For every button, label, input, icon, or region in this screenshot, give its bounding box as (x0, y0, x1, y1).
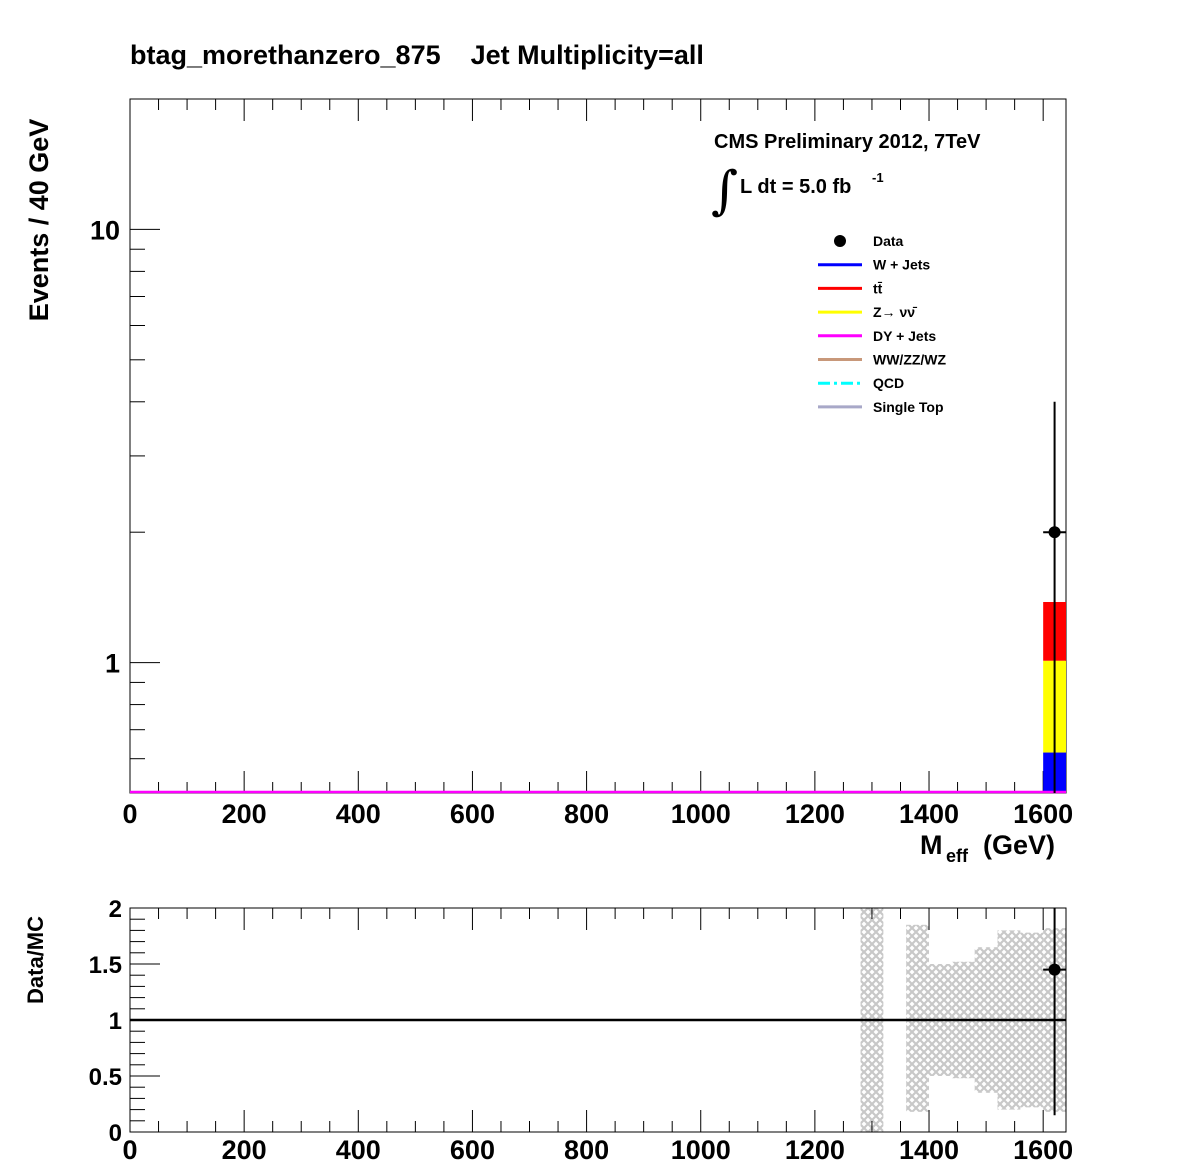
legend-entry: QCD (818, 375, 904, 391)
ratio-x-tick-label: 1400 (899, 1135, 959, 1165)
ratio-x-tick-label: 800 (564, 1135, 609, 1165)
ratio-y-tick-label: 1.5 (89, 952, 122, 979)
x-tick-label: 1400 (899, 799, 959, 829)
ratio-y-tick-label: 2 (109, 896, 122, 923)
x-axis-label-main: M (920, 830, 943, 860)
integral-symbol: ∫ (711, 161, 738, 221)
main-frame (129, 98, 1067, 794)
legend-label: Data (873, 233, 904, 249)
legend-marker (834, 235, 846, 247)
x-axis-label: M eff (GeV) (920, 830, 1055, 866)
ratio-y-tick-label: 1 (109, 1008, 122, 1035)
x-tick-label: 1200 (785, 799, 845, 829)
ratio-x-tick-label: 600 (450, 1135, 495, 1165)
legend-label: WW/ZZ/WZ (873, 352, 947, 368)
legend-entry: Data (834, 233, 904, 249)
ratio-y-tick-label: 0 (109, 1120, 122, 1147)
ratio-plot-panel: 0 200 400 600 800 1000 1200 1400 1600 0 0.5 1 1.5 2 (89, 896, 1074, 1165)
y-tick-label: 1 (105, 649, 120, 679)
legend-entry: DY + Jets (818, 328, 936, 344)
legend: Data W + Jets tt̄ Z→ νν̄ DY + Jets WW/ZZ/WZ QC… (818, 233, 947, 415)
ratio-x-tick-label: 0 (122, 1135, 137, 1165)
chart-title: btag_morethanzero_875 Jet Multiplicity=a… (130, 40, 704, 70)
x-axis-label-sub: eff (946, 846, 969, 866)
legend-entry: Single Top (818, 399, 944, 415)
data-point (1048, 526, 1061, 539)
lumi-exponent: -1 (872, 170, 884, 185)
legend-label: DY + Jets (873, 328, 936, 344)
main-plot-panel: 0 200 400 600 800 1000 1200 1400 1600 1 10 (90, 98, 1073, 829)
legend-entry: WW/ZZ/WZ (818, 352, 947, 368)
x-tick-label: 1600 (1013, 799, 1073, 829)
ratio-data-point (1048, 963, 1061, 976)
ratio-x-tick-label: 400 (336, 1135, 381, 1165)
ratio-x-tick-label: 200 (222, 1135, 267, 1165)
legend-entry: Z→ νν̄ (818, 304, 918, 320)
x-tick-label: 400 (336, 799, 381, 829)
x-tick-label: 800 (564, 799, 609, 829)
y-axis-label: Events / 40 GeV (24, 119, 54, 322)
legend-entry: W + Jets (818, 257, 930, 273)
legend-entry: tt̄ (818, 280, 883, 296)
legend-label: Single Top (873, 399, 944, 415)
ratio-y-tick-label: 0.5 (89, 1064, 122, 1091)
lumi-label: L dt = 5.0 fb (740, 176, 851, 198)
x-axis-label-unit: (GeV) (983, 830, 1055, 860)
x-tick-label: 600 (450, 799, 495, 829)
cms-label: CMS Preliminary 2012, 7TeV (714, 131, 981, 153)
legend-label: tt̄ (873, 280, 883, 296)
uncertainty-band-segment (906, 924, 930, 1112)
ratio-x-tick-label: 1600 (1013, 1135, 1073, 1165)
ratio-y-axis-label: Data/MC (23, 916, 48, 1004)
ratio-x-tick-label: 1200 (785, 1135, 845, 1165)
x-tick-label: 1000 (671, 799, 731, 829)
legend-label: Z→ νν̄ (873, 304, 918, 320)
x-tick-label: 0 (122, 799, 137, 829)
y-tick-label: 10 (90, 215, 120, 245)
ratio-x-tick-label: 1000 (671, 1135, 731, 1165)
legend-label: W + Jets (873, 257, 930, 273)
legend-label: QCD (873, 375, 904, 391)
x-tick-label: 200 (222, 799, 267, 829)
